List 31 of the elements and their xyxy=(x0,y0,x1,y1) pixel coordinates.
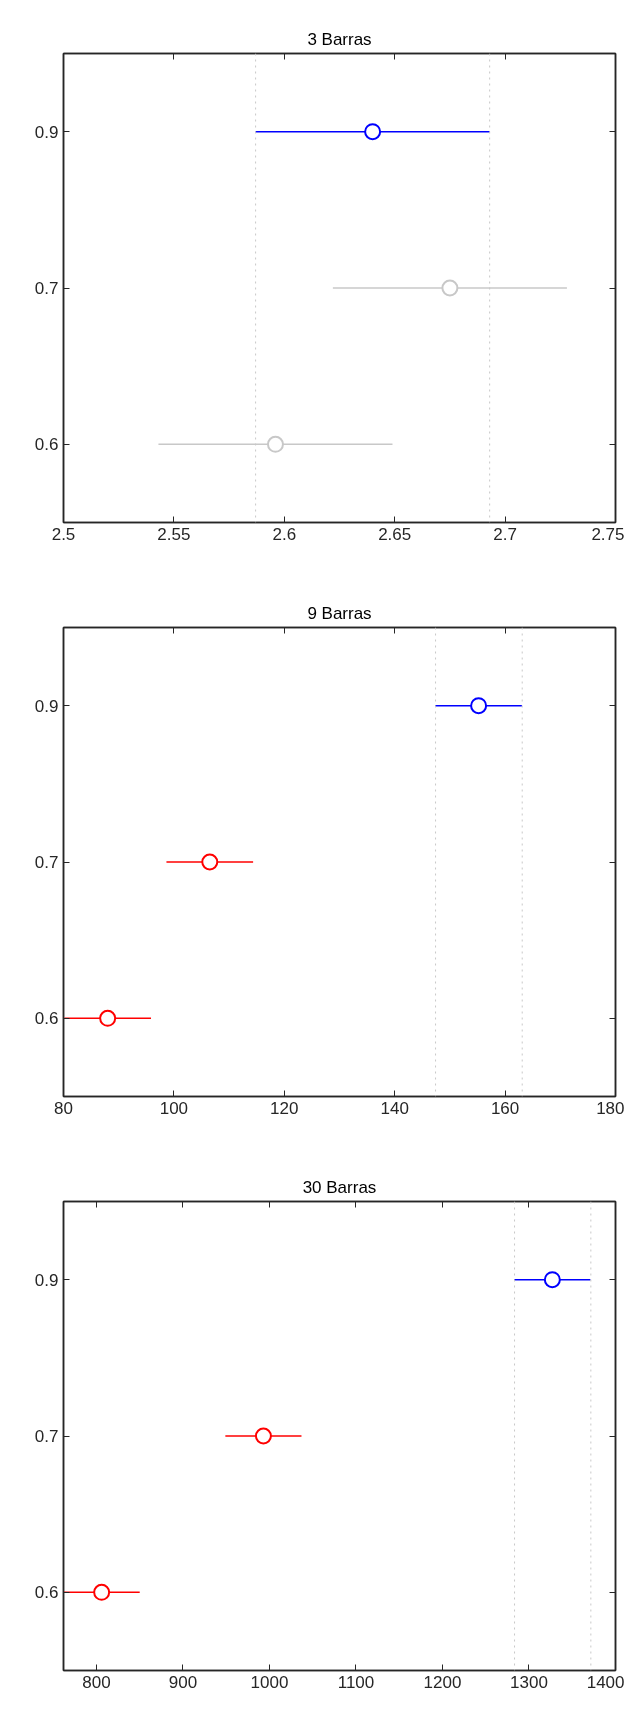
y-tick-label: 0.7 xyxy=(34,1427,59,1446)
y-tick-label: 0.6 xyxy=(34,1009,59,1029)
x-tick-label: 1000 xyxy=(250,1672,289,1692)
x-tick-label: 2.7 xyxy=(493,524,517,544)
x-tick-label: 2.65 xyxy=(378,524,412,544)
x-tick-label: 2.6 xyxy=(272,524,297,544)
x-tick-label: 160 xyxy=(490,1098,520,1118)
x-tick-label: 1300 xyxy=(510,1672,548,1692)
x-tick-label: 800 xyxy=(82,1672,111,1692)
chart-title: 30 Barras xyxy=(302,1177,377,1197)
y-tick-label: 0.9 xyxy=(34,122,59,142)
x-tick-label: 900 xyxy=(168,1672,198,1692)
x-tick-label: 140 xyxy=(380,1098,409,1118)
x-tick-label: 2.5 xyxy=(51,524,76,544)
x-tick-label: 1400 xyxy=(586,1672,624,1692)
y-tick-label: 0.6 xyxy=(34,435,59,455)
x-tick-label: 80 xyxy=(54,1098,73,1118)
y-tick-label: 0.7 xyxy=(34,279,59,298)
x-tick-label: 180 xyxy=(596,1098,624,1118)
x-tick-label: 2.55 xyxy=(157,524,191,544)
chart-title: 3 Barras xyxy=(307,29,372,49)
y-tick-label: 0.9 xyxy=(34,1270,59,1290)
x-tick-label: 100 xyxy=(159,1098,189,1118)
y-tick-label: 0.9 xyxy=(34,696,59,716)
y-tick-label: 0.7 xyxy=(34,853,59,872)
x-tick-label: 2.75 xyxy=(591,524,624,544)
y-tick-label: 0.6 xyxy=(34,1583,59,1603)
x-tick-label: 120 xyxy=(270,1098,299,1118)
x-tick-label: 1200 xyxy=(423,1672,462,1692)
x-tick-label: 1100 xyxy=(337,1672,375,1692)
chart-title: 9 Barras xyxy=(307,603,372,623)
